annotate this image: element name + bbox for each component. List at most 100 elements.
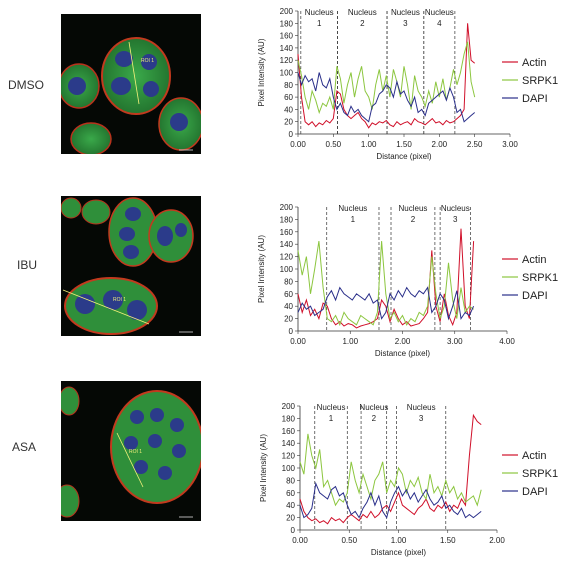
y-tick-label: 0 [289,327,294,336]
x-tick-label: 3.00 [447,337,463,346]
x-tick-label: 2.00 [432,140,448,149]
x-tick-label: 0.50 [341,536,357,545]
roi-label: ROI 1 [129,449,142,455]
y-axis-label: Pixel Intensity (AU) [257,38,266,106]
y-tick-label: 200 [280,203,294,212]
y-tick-label: 180 [280,19,294,28]
y-tick-label: 140 [280,44,294,53]
y-tick-label: 20 [286,514,295,523]
row-label-ibu: IBU [17,258,38,272]
roi-label: ROI 1 [113,297,126,303]
series-line-dapi [299,481,482,519]
chart-asa: 0 20 40 60 80 100 120 140 160 180 200 0.00 0.50 1.00 1… [259,402,558,557]
y-tick-label: 80 [284,81,293,90]
nucleus-number: 3 [403,19,408,28]
roi-line [116,432,144,488]
roi-label: ROI 1 [141,58,154,64]
x-axis-label: Distance (pixel) [375,349,430,358]
y-tick-label: 0 [291,526,296,535]
x-tick-label: 2.50 [467,140,483,149]
series-line-srpk1 [297,241,474,327]
y-tick-label: 160 [280,228,294,237]
nucleus-number: 3 [419,414,424,423]
x-tick-label: 0.00 [290,140,306,149]
y-tick-label: 20 [284,118,293,127]
y-tick-label: 100 [280,265,294,274]
roi-line [128,41,140,105]
y-axis-label: Pixel Intensity (AU) [259,434,268,502]
series-line-actin [297,228,475,329]
y-tick-label: 120 [280,253,294,262]
y-tick-label: 80 [284,277,293,286]
y-tick-label: 140 [282,439,296,448]
y-tick-label: 0 [289,130,294,139]
x-tick-label: 3.00 [502,140,518,149]
nucleus-number: 2 [372,414,377,423]
row-label-asa: ASA [12,440,37,454]
x-tick-label: 0.00 [292,536,308,545]
micrograph-dmso: ROI 1 [61,14,201,154]
nucleus-label: Nucleus [338,204,367,213]
legend-label-srpk1: SRPK1 [522,468,558,480]
x-tick-label: 2.00 [395,337,411,346]
y-tick-label: 20 [284,315,293,324]
y-tick-label: 40 [284,105,293,114]
x-tick-label: 1.50 [440,536,456,545]
series-line-actin [299,413,482,525]
x-tick-label: 0.00 [290,337,306,346]
y-tick-label: 60 [284,93,293,102]
x-tick-label: 1.00 [342,337,358,346]
y-tick-label: 200 [280,7,294,16]
y-tick-label: 120 [280,56,294,65]
y-tick-label: 180 [280,215,294,224]
nucleus-label: Nucleus [359,403,388,412]
x-tick-label: 2.00 [489,536,505,545]
x-axis-label: Distance (pixel) [371,548,426,557]
y-tick-label: 60 [286,489,295,498]
legend-label-actin: Actin [522,254,546,266]
legend-label-actin: Actin [522,450,546,462]
nucleus-label: Nucleus [441,204,470,213]
y-tick-label: 40 [286,501,295,510]
nucleus-label: Nucleus [398,204,427,213]
nucleus-number: 2 [411,215,416,224]
nucleus-label: Nucleus [317,403,346,412]
nucleus-number: 3 [453,215,458,224]
y-tick-label: 180 [282,414,296,423]
legend-label-actin: Actin [522,57,546,69]
y-tick-label: 100 [280,69,294,78]
nucleus-number: 1 [329,414,334,423]
series-line-dapi [297,72,476,123]
nucleus-label: Nucleus [391,8,420,17]
nucleus-number: 4 [437,19,442,28]
series-line-actin [297,23,476,129]
roi-line [62,289,150,325]
y-tick-label: 120 [282,452,296,461]
micrograph-ibu: ROI 1 [61,196,201,336]
nucleus-label: Nucleus [407,403,436,412]
legend-label-dapi: DAPI [522,486,548,498]
y-tick-label: 140 [280,240,294,249]
legend-label-srpk1: SRPK1 [522,272,558,284]
y-tick-label: 160 [280,32,294,41]
chart-dmso: 0 20 40 60 80 100 120 140 160 180 200 0.00 0.50 1.00 1… [257,7,558,161]
y-tick-label: 40 [284,302,293,311]
y-axis-label: Pixel Intensity (AU) [257,235,266,303]
y-tick-label: 200 [282,402,296,411]
series-line-dapi [297,286,475,321]
y-tick-label: 60 [284,290,293,299]
nucleus-number: 2 [360,19,365,28]
nucleus-number: 1 [351,215,356,224]
x-tick-label: 1.00 [361,140,377,149]
nucleus-number: 1 [317,19,322,28]
x-tick-label: 1.00 [391,536,407,545]
nucleus-label: Nucleus [305,8,334,17]
legend-label-dapi: DAPI [522,290,548,302]
nucleus-label: Nucleus [425,8,454,17]
y-tick-label: 160 [282,427,296,436]
chart-ibu: 0 20 40 60 80 100 120 140 160 180 200 0.00 1.00 2.00 3… [257,203,558,358]
legend-label-dapi: DAPI [522,93,548,105]
x-tick-label: 0.50 [326,140,342,149]
y-tick-label: 100 [282,464,296,473]
